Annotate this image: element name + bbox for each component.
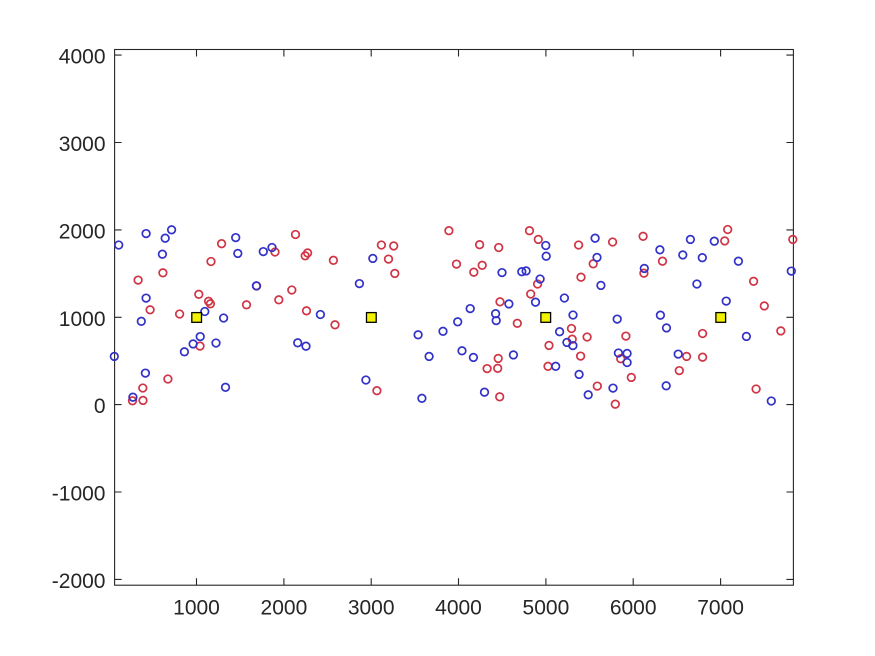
svg-text:-2000: -2000 xyxy=(52,570,106,593)
svg-text:0: 0 xyxy=(94,395,106,418)
svg-text:4000: 4000 xyxy=(435,596,482,619)
svg-text:3000: 3000 xyxy=(348,596,395,619)
svg-text:2000: 2000 xyxy=(261,596,308,619)
svg-text:3000: 3000 xyxy=(59,133,106,156)
svg-text:1000: 1000 xyxy=(59,308,106,331)
svg-text:4000: 4000 xyxy=(59,46,106,69)
svg-text:7000: 7000 xyxy=(697,596,744,619)
svg-text:6000: 6000 xyxy=(610,596,657,619)
svg-text:5000: 5000 xyxy=(523,596,570,619)
svg-text:2000: 2000 xyxy=(59,221,106,244)
svg-text:-1000: -1000 xyxy=(52,483,106,506)
svg-text:1000: 1000 xyxy=(173,596,220,619)
